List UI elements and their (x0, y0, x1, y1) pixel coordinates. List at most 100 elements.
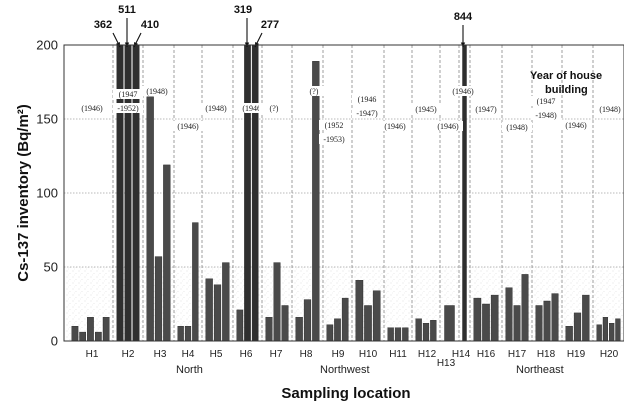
y-axis-ticks: 0 50 100 150 200 (36, 38, 58, 349)
bar-h4-3 (192, 222, 199, 342)
x-tick-label: H1 (86, 349, 99, 360)
y-axis-label: Cs-137 inventory (Bq/m²) (15, 104, 32, 282)
year-label-bg (471, 104, 501, 114)
year-label: (1946) (81, 104, 103, 113)
y-tick-label: 0 (51, 334, 58, 349)
year-label: (1946) (177, 122, 199, 131)
year-label-bg (352, 108, 382, 118)
x-tick-label: H8 (300, 349, 313, 360)
bar-h8-1 (295, 317, 303, 342)
year-label-bg (531, 96, 561, 106)
region-label-northwest: Northwest (320, 364, 370, 376)
year-label: (1946) (437, 122, 459, 131)
x-tick-label: H13 (437, 358, 456, 369)
region-label-northeast: Northeast (516, 364, 564, 376)
bar-h17-3 (521, 274, 529, 342)
bar-h8-3 (312, 61, 320, 342)
x-tick-label: H17 (508, 349, 527, 360)
x-tick-label: H6 (240, 349, 253, 360)
bar-h10-1 (355, 280, 364, 342)
year-label-bg (433, 121, 463, 131)
year-label: -1952) (117, 104, 139, 113)
x-tick-label: H20 (600, 349, 619, 360)
bar-h18-1 (535, 305, 543, 342)
offscale-value-label: 277 (261, 19, 279, 31)
year-label-bg (238, 103, 268, 113)
x-tick-label: H18 (537, 349, 556, 360)
year-label-bg (531, 110, 561, 120)
bar-h11-2 (394, 327, 402, 342)
year-label-bg (259, 103, 289, 113)
year-label: (1948) (146, 87, 168, 96)
bar-h8-2 (303, 299, 312, 342)
year-label: (1946) (242, 104, 264, 113)
x-tick-label: H5 (210, 349, 223, 360)
bar-h20-2 (602, 317, 609, 342)
x-tick-label: H14 (452, 349, 471, 360)
bar-h3-3 (163, 164, 171, 342)
bar-h5-1 (205, 278, 213, 342)
bar-h4-2 (184, 326, 192, 342)
year-label: (1947 (119, 90, 138, 99)
year-label-bg (595, 104, 624, 114)
x-tick-label: H3 (154, 349, 167, 360)
year-label-bg (201, 103, 231, 113)
x-tick-label: H2 (122, 349, 135, 360)
bar-h3-1 (146, 96, 154, 342)
offscale-annotations: 362 511 410 319 277 844 (94, 4, 473, 48)
bar-h18-3 (551, 293, 559, 342)
bar-h19-1 (565, 326, 573, 342)
year-label: (?) (310, 87, 319, 96)
x-tick-label: H9 (332, 349, 345, 360)
offscale-value-label: 410 (141, 19, 159, 31)
bar-h12-3 (430, 320, 437, 342)
bar-h1-2 (79, 331, 87, 342)
year-label: (1946) (384, 122, 406, 131)
year-label-bg (319, 120, 349, 130)
bar-h10-2 (364, 305, 372, 342)
bar-h12-1 (415, 318, 422, 342)
x-axis-label: Sampling location (281, 385, 410, 402)
bar-h20-4 (615, 318, 621, 342)
bar-h17-1 (505, 287, 513, 342)
x-tick-label: H4 (182, 349, 195, 360)
bar-h16-1 (473, 297, 482, 342)
year-labels: (1946) (1947 -1952) (1948) (1946) (1948) (1946… (77, 86, 624, 144)
y-tick-label: 200 (36, 38, 58, 53)
x-tick-label: H11 (389, 349, 407, 360)
year-label: (1952 (325, 121, 344, 130)
year-label-bg (173, 121, 203, 131)
year-label: (1947) (475, 105, 497, 114)
bar-h9-1 (326, 324, 334, 342)
bar-h6-1 (236, 309, 244, 342)
y-tick-label: 100 (36, 186, 58, 201)
year-label: (?) (270, 104, 279, 113)
year-label-bg (77, 103, 107, 113)
offscale-value-label: 511 (118, 4, 136, 16)
year-label: -1947) (356, 109, 378, 118)
bar-h7-2 (273, 262, 281, 342)
bar-h20-1 (596, 324, 602, 342)
bar-h1-5 (102, 317, 110, 342)
bar-h10-3 (372, 290, 381, 342)
year-label-bg (142, 86, 172, 96)
year-label-bg (448, 86, 478, 96)
x-tick-label: H19 (567, 349, 586, 360)
year-label: -1953) (323, 135, 345, 144)
year-label-bg (319, 134, 349, 144)
year-label: (1948) (205, 104, 227, 113)
offscale-value-label: 319 (234, 4, 252, 16)
year-label-bg (299, 86, 329, 96)
x-tick-label: H16 (477, 349, 496, 360)
year-label: (1946 (358, 95, 377, 104)
year-label-bg (502, 122, 532, 132)
bar-h7-3 (281, 305, 289, 342)
year-label-bg (113, 89, 143, 99)
x-tick-label: H10 (359, 349, 378, 360)
bar-h6-2 (244, 44, 251, 342)
bar-h16-3 (490, 294, 499, 342)
bar-h19-3 (582, 294, 590, 342)
bar-h9-2 (334, 318, 341, 342)
